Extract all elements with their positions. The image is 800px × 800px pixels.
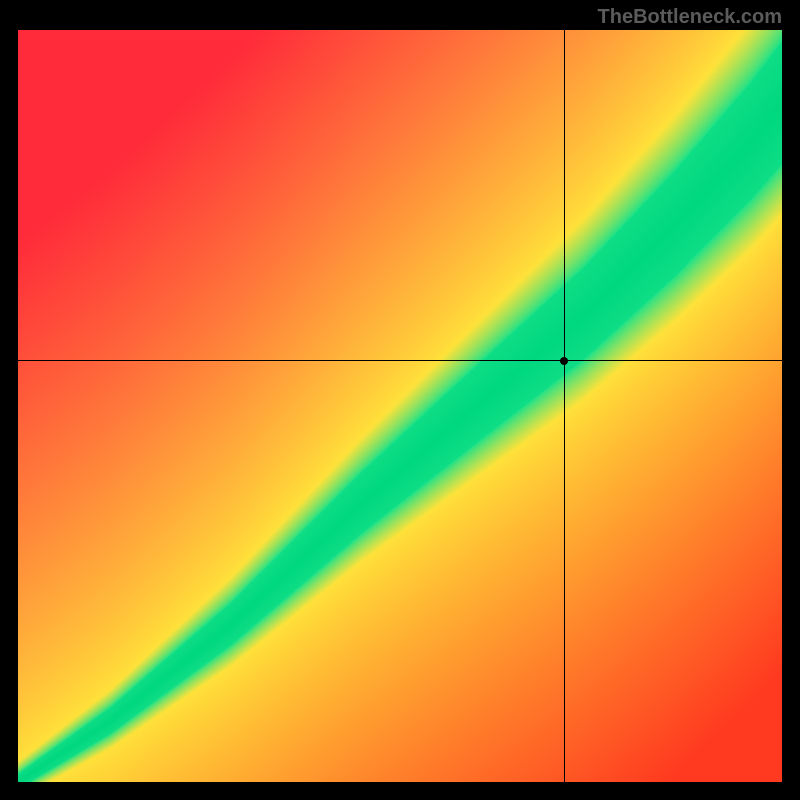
crosshair-vertical — [564, 30, 565, 782]
crosshair-horizontal — [18, 360, 782, 361]
heatmap-plot — [18, 30, 782, 782]
heatmap-canvas — [18, 30, 782, 782]
watermark-text: TheBottleneck.com — [598, 6, 782, 29]
crosshair-marker — [560, 357, 568, 365]
chart-container: { "watermark": { "text": "TheBottleneck.… — [0, 0, 800, 800]
